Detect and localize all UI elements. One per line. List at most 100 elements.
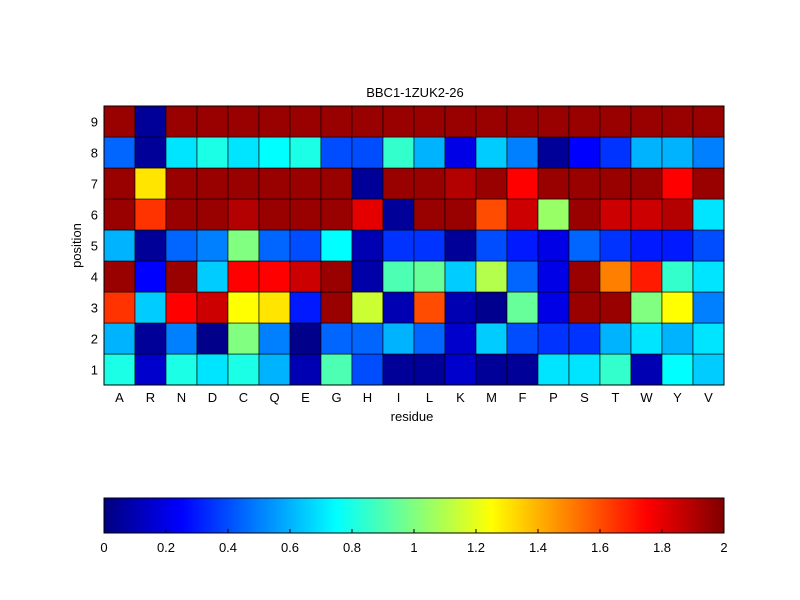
heatmap-cell-Y-5 — [661, 229, 694, 262]
heatmap-cell-A-1 — [103, 353, 136, 386]
heatmap-cell-A-7 — [103, 167, 136, 200]
heatmap-cell-N-4 — [165, 260, 198, 293]
heatmap-cell-Y-6 — [661, 198, 694, 231]
heatmap-cell-W-4 — [630, 260, 663, 293]
heatmap-cell-E-3 — [289, 291, 322, 324]
heatmap-cell-R-3 — [134, 291, 167, 324]
heatmap-cell-P-1 — [537, 353, 570, 386]
heatmap-cell-F-6 — [506, 198, 539, 231]
heatmap-cell-I-6 — [382, 198, 415, 231]
heatmap-cell-M-6 — [475, 198, 508, 231]
heatmap-cell-M-7 — [475, 167, 508, 200]
heatmap-cell-G-1 — [320, 353, 353, 386]
x-tick-label: C — [239, 390, 248, 405]
heatmap-cell-R-4 — [134, 260, 167, 293]
x-tick-label: G — [331, 390, 341, 405]
colorbar-tick-label: 1.8 — [653, 540, 671, 555]
heatmap-cell-D-2 — [196, 322, 229, 355]
x-tick-label: Q — [269, 390, 279, 405]
heatmap-cell-R-9 — [134, 105, 167, 138]
y-tick-label: 9 — [91, 115, 98, 130]
heatmap-cell-N-7 — [165, 167, 198, 200]
heatmap-cell-H-9 — [351, 105, 384, 138]
heatmap-cell-W-8 — [630, 136, 663, 169]
heatmap-cell-N-9 — [165, 105, 198, 138]
y-tick-label: 8 — [91, 146, 98, 161]
heatmap-cell-P-4 — [537, 260, 570, 293]
heatmap-cell-L-6 — [413, 198, 446, 231]
heatmap-cell-S-2 — [568, 322, 601, 355]
colorbar-tick-label: 1.4 — [529, 540, 547, 555]
y-tick-label: 4 — [91, 270, 98, 285]
heatmap-cell-W-3 — [630, 291, 663, 324]
colorbar-tick-label: 1.6 — [591, 540, 609, 555]
heatmap-cell-V-9 — [692, 105, 725, 138]
y-tick-label: 7 — [91, 177, 98, 192]
heatmap-cell-L-7 — [413, 167, 446, 200]
heatmap-cell-E-7 — [289, 167, 322, 200]
heatmap-cell-H-2 — [351, 322, 384, 355]
heatmap-cell-D-7 — [196, 167, 229, 200]
heatmap-cell-A-9 — [103, 105, 136, 138]
x-tick-label: K — [456, 390, 465, 405]
heatmap-cell-Q-8 — [258, 136, 291, 169]
heatmap-cell-Q-1 — [258, 353, 291, 386]
heatmap-cell-V-7 — [692, 167, 725, 200]
heatmap-cell-E-5 — [289, 229, 322, 262]
heatmap-cell-T-9 — [599, 105, 632, 138]
colorbar-tick-label: 0 — [100, 540, 107, 555]
heatmap-cell-G-7 — [320, 167, 353, 200]
heatmap-cell-T-2 — [599, 322, 632, 355]
heatmap-cell-S-9 — [568, 105, 601, 138]
heatmap-cell-K-5 — [444, 229, 477, 262]
heatmap-cell-E-4 — [289, 260, 322, 293]
heatmap-cell-R-1 — [134, 353, 167, 386]
heatmap-cell-W-6 — [630, 198, 663, 231]
heatmap-cell-E-2 — [289, 322, 322, 355]
y-tick-label: 2 — [91, 332, 98, 347]
heatmap-cell-D-8 — [196, 136, 229, 169]
heatmap-cell-M-8 — [475, 136, 508, 169]
heatmap-cell-K-4 — [444, 260, 477, 293]
colorbar-tick-label: 1.2 — [467, 540, 485, 555]
heatmap-cell-I-8 — [382, 136, 415, 169]
heatmap-cell-G-6 — [320, 198, 353, 231]
x-tick-label: E — [301, 390, 310, 405]
heatmap-cell-L-9 — [413, 105, 446, 138]
heatmap-cell-H-6 — [351, 198, 384, 231]
heatmap-cell-K-8 — [444, 136, 477, 169]
x-tick-label: V — [704, 390, 713, 405]
heatmap-cell-N-5 — [165, 229, 198, 262]
heatmap-cell-C-6 — [227, 198, 260, 231]
heatmap-cell-C-5 — [227, 229, 260, 262]
heatmap-cell-P-2 — [537, 322, 570, 355]
heatmap-cell-D-9 — [196, 105, 229, 138]
heatmap-cell-C-3 — [227, 291, 260, 324]
heatmap-cell-Y-9 — [661, 105, 694, 138]
heatmap-cell-D-3 — [196, 291, 229, 324]
heatmap-cell-A-6 — [103, 198, 136, 231]
heatmap-cell-A-5 — [103, 229, 136, 262]
heatmap-cell-R-5 — [134, 229, 167, 262]
heatmap-cell-N-1 — [165, 353, 198, 386]
heatmap-cell-V-5 — [692, 229, 725, 262]
y-tick-label: 1 — [91, 363, 98, 378]
heatmap-cell-D-6 — [196, 198, 229, 231]
heatmap-cell-Y-7 — [661, 167, 694, 200]
heatmap-cell-L-2 — [413, 322, 446, 355]
heatmap-cell-L-3 — [413, 291, 446, 324]
heatmap-cell-Y-2 — [661, 322, 694, 355]
heatmap-cell-Q-2 — [258, 322, 291, 355]
heatmap-cell-D-5 — [196, 229, 229, 262]
heatmap-cell-W-2 — [630, 322, 663, 355]
heatmap-cell-A-4 — [103, 260, 136, 293]
heatmap-cell-K-6 — [444, 198, 477, 231]
heatmap-cell-K-7 — [444, 167, 477, 200]
heatmap-cell-R-8 — [134, 136, 167, 169]
heatmap-cell-C-8 — [227, 136, 260, 169]
heatmap-cell-V-1 — [692, 353, 725, 386]
heatmap-cell-M-9 — [475, 105, 508, 138]
colorbar-tick-label: 0.8 — [343, 540, 361, 555]
heatmap-cell-C-9 — [227, 105, 260, 138]
